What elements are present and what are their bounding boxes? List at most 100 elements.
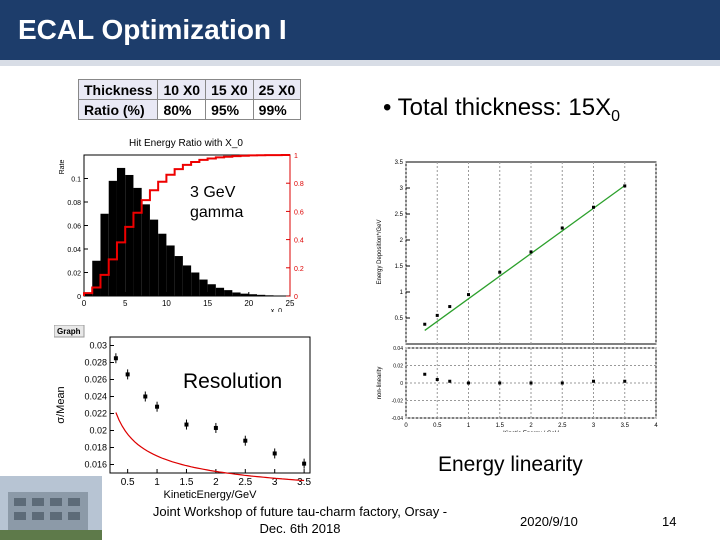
- data-point: [448, 305, 452, 309]
- data-point: [498, 270, 502, 274]
- y-tick-label: 0.022: [84, 409, 107, 419]
- histogram-bar: [125, 174, 134, 296]
- histogram-bar: [207, 284, 216, 296]
- residual-point: [560, 381, 564, 385]
- y-tick-label: 0.5: [395, 316, 404, 322]
- x-tick-label: 0.5: [433, 423, 442, 429]
- data-point: [467, 293, 470, 297]
- histogram-bar: [100, 213, 109, 296]
- x-tick-label: 2: [213, 477, 219, 488]
- x-tick-label: 20: [244, 299, 253, 308]
- linearity-panel: 0 0.5 1 1.5 2 2.5 3 3.5 4 0.5 1 1.5 2 2.5 3 3.5 -0.04 -0.…: [372, 152, 664, 432]
- data-point: [125, 372, 130, 377]
- x-tick-label: 25: [286, 299, 295, 308]
- y-tick-label: 0.018: [84, 443, 107, 453]
- histogram-bar: [108, 180, 117, 296]
- y-tick-label: 0.03: [89, 341, 107, 351]
- gamma-note-line2: gamma: [190, 204, 244, 221]
- data-point: [302, 461, 307, 466]
- table-cell: 25 X0: [252, 79, 302, 100]
- histogram-bar: [257, 294, 266, 296]
- hit-energy-ratio-chart: Hit Energy Ratio with X_0 0 5 10 15 20 2500.0…: [59, 138, 304, 312]
- histogram-bar: [215, 287, 225, 296]
- histogram-bar: [166, 245, 175, 296]
- building-photo-drawing: [0, 476, 102, 540]
- histogram-bar: [149, 219, 159, 296]
- y-axis-label: Energy Deposition*/GeV: [377, 219, 383, 284]
- cumulative-line: [83, 154, 290, 296]
- histogram-panel: Hit Energy Ratio with X_0 0 5 10 15 20 25 0 0.0…: [52, 130, 320, 312]
- table-cell: 99%: [252, 99, 302, 120]
- x-tick-label: 10: [162, 299, 171, 308]
- histogram-bar: [240, 293, 249, 296]
- y-tick-label: 0.08: [67, 200, 81, 207]
- footer-date: 2020/9/10: [520, 514, 578, 529]
- x-tick-label: 0: [82, 299, 87, 308]
- footer-event-line2: Dec. 6th 2018: [259, 521, 341, 536]
- x-tick-label: 5: [123, 299, 128, 308]
- data-point: [143, 394, 148, 399]
- table-row: Thickness 10 X0 15 X0 25 X0: [77, 79, 302, 100]
- residual-point: [623, 379, 627, 383]
- right-tick-label: 0.4: [294, 238, 304, 245]
- right-tick-label: 1: [294, 153, 298, 160]
- thickness-table: Thickness 10 X0 15 X0 25 X0 Ratio (%) 80…: [77, 79, 302, 120]
- x-tick-label: 3.5: [621, 423, 630, 429]
- right-tick-label: 0.2: [294, 266, 304, 273]
- y-tick-label: 0.1: [71, 177, 81, 184]
- y-tick-label: 0: [77, 294, 81, 301]
- data-point: [423, 322, 427, 326]
- x-tick-label: 3: [272, 477, 278, 488]
- y-tick-label: 0.016: [84, 460, 107, 470]
- resolution-chart: Graph 0.5 1 1.5 2 2.5 3 3.5 0.016 0.018 0.02 0.022 0…: [54, 325, 312, 501]
- data-point: [155, 404, 160, 409]
- resolution-label: Resolution: [181, 370, 285, 394]
- data-point: [243, 438, 248, 443]
- residual-point: [498, 381, 502, 385]
- right-tick-label: 0.6: [294, 209, 304, 216]
- y-tick-label: 2.5: [395, 212, 404, 218]
- y-axis-label: σ/Mean: [55, 386, 67, 423]
- gamma-note: 3 GeV gamma: [190, 183, 243, 223]
- footer-event-line1: Joint Workshop of future tau-charm facto…: [152, 504, 448, 519]
- bullet-subscript: 0: [611, 107, 620, 125]
- table-cell: 95%: [205, 99, 254, 120]
- x-axis-label: x_0: [271, 308, 282, 312]
- x-tick-label: 2: [529, 423, 533, 429]
- x-tick-label: 1.5: [180, 477, 194, 488]
- data-point: [435, 313, 439, 317]
- right-tick-label: 0.8: [294, 181, 304, 188]
- histogram-bar: [248, 294, 258, 296]
- x-tick-label: 0.5: [121, 477, 135, 488]
- fit-curve: [115, 412, 305, 482]
- residual-tick-label: 0: [400, 381, 403, 387]
- fit-line: [424, 185, 626, 331]
- gamma-note-line1: 3 GeV: [190, 184, 236, 201]
- y-tick-label: 1.5: [395, 264, 404, 270]
- bullet-total-thickness: • Total thickness: 15X0: [383, 94, 620, 125]
- x-tick-label: 1: [154, 477, 160, 488]
- x-tick-label: 3.5: [297, 477, 311, 488]
- y-tick-label: 0.026: [84, 375, 107, 385]
- table-cell: 10 X0: [157, 79, 207, 100]
- y-tick-label: 3: [400, 186, 404, 192]
- residual-point: [435, 378, 439, 381]
- residual-point: [448, 379, 452, 383]
- residual-tick-label: 0.02: [393, 364, 403, 370]
- x-tick-label: 2.5: [238, 477, 252, 488]
- x-tick-label: 2.5: [558, 423, 567, 429]
- table-cell: 15 X0: [205, 79, 254, 100]
- residual-point: [592, 379, 595, 383]
- y-tick-label: 1: [400, 290, 404, 296]
- x-tick-label: 4: [654, 423, 658, 429]
- y-tick-label: 0.02: [89, 426, 107, 436]
- data-point: [560, 226, 564, 230]
- chart-title: Graph: [57, 327, 81, 336]
- data-point: [592, 205, 595, 209]
- title-divider: [0, 60, 720, 66]
- data-point: [184, 422, 189, 427]
- residual-point: [467, 381, 470, 385]
- y-tick-label: 0.024: [84, 392, 107, 402]
- resolution-panel: Graph 0.5 1 1.5 2 2.5 3 3.5 0.016 0.018 0.02 0.022 0…: [54, 325, 316, 505]
- histogram-bar: [232, 292, 241, 296]
